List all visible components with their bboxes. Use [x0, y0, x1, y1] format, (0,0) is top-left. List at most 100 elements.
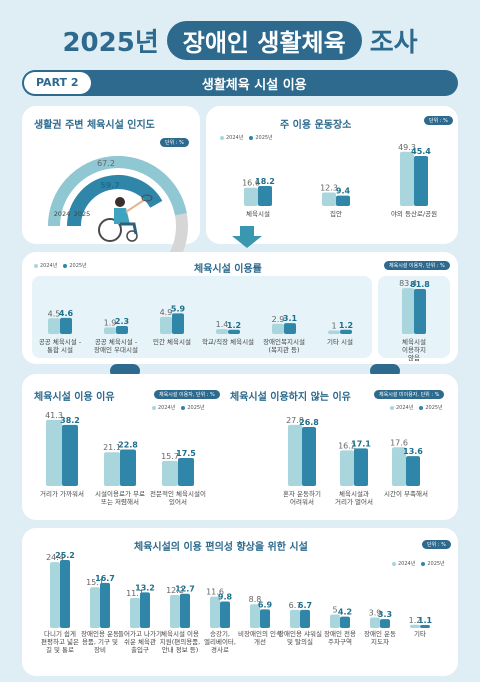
improve-label-2-line-1: 쉬운 체육관: [124, 637, 156, 646]
legend-2025: 2025년: [181, 404, 205, 411]
legend-2024: 2024년: [390, 404, 413, 411]
improve-bar-8-1: [380, 619, 390, 628]
nonuse-label-line-0: 체육시설: [402, 338, 426, 346]
awareness-label-2025: 2025: [74, 210, 91, 218]
place-value-2-1: 45.4: [411, 147, 431, 156]
improve-bar-7-1: [340, 616, 350, 628]
legend-2025: 2025년: [421, 560, 445, 567]
use-label-4-line-0: 장애인복지시설: [263, 337, 305, 346]
legend-2025: 2025년: [419, 404, 443, 411]
improve-value-2-0: 11.1: [126, 589, 144, 598]
improve-bar-4-1: [220, 601, 230, 628]
use-reason-label-1-line-0: 시설이용료가 무료: [95, 489, 145, 498]
use-bar-4-0: [272, 323, 284, 334]
place-bar-2-0: [400, 151, 414, 206]
improve-value-5-1: 6.9: [258, 600, 273, 609]
use-label-1-line-1: 장애인 우대시설: [94, 345, 138, 354]
improve-bar-5-1: [260, 609, 270, 628]
use-bar-0-1: [60, 317, 72, 334]
improve-label-2-line-0: 들어가고 나가기: [118, 629, 162, 638]
use-reason-value-1-0: 21.1: [103, 443, 121, 452]
use-reason-bar-1-1: [120, 449, 136, 486]
part-title: 생활체육 시설 이용: [201, 77, 307, 93]
improve-value-9-1: 1.1: [418, 616, 433, 625]
improve-bar-1-1: [100, 582, 110, 628]
improve-bar-6-1: [300, 609, 310, 628]
use-bar-1-0: [104, 327, 116, 334]
use-value-4-1: 3.1: [283, 314, 298, 323]
card-facility-use: 2024년 2025년 체육시설 이용률 체육시설 이용자, 단위 : % 4.…: [22, 252, 458, 364]
improve-label-6-line-1: 및 탈의실: [287, 637, 313, 646]
improve-label-7-line-0: 장애인 전용: [324, 629, 356, 638]
title-suffix: 조사: [369, 27, 418, 58]
improve-bar-0-0: [50, 562, 60, 628]
nonuse-reason-label-1-line-1: 거리가 멀어서: [335, 497, 373, 506]
improvement-title: 체육시설의 이용 편의성 향상을 위한 시설: [134, 542, 308, 553]
use-label-0-line-1: 통합 시설: [47, 345, 73, 354]
main-place-unit: 단위 : %: [424, 116, 453, 125]
legend-2024: 2024년: [220, 134, 243, 141]
place-bar-1-1: [336, 195, 350, 206]
nonuse-reason-bar-2-1: [406, 456, 420, 486]
card-improvement: 체육시설의 이용 편의성 향상을 위한 시설 단위 : % 2024년 2025…: [22, 528, 458, 676]
facility-use-title: 체육시설 이용률: [194, 264, 262, 275]
place-bar-0-0: [244, 187, 258, 206]
awareness-value-2024: 59.7: [100, 181, 120, 190]
place-value-0-1: 18.2: [255, 177, 275, 186]
improve-label-0-line-1: 편평하고 넓은: [41, 637, 79, 646]
use-reason-bar-1-0: [104, 452, 120, 486]
nonuse-label-line-1: 이용하지: [402, 345, 426, 354]
improve-bar-1-0: [90, 587, 100, 628]
improve-bar-6-0: [290, 609, 300, 628]
nonuse-reason-bar-0-1: [302, 427, 316, 486]
improve-bar-3-1: [180, 593, 190, 628]
improve-label-9-line-0: 기타: [414, 629, 426, 638]
improve-label-5-line-0: 비장애인의 인식: [238, 629, 282, 638]
place-value-2-0: 49.3: [398, 143, 416, 152]
nonuse-reason-label-0-line-1: 어려워서: [290, 497, 314, 506]
improve-label-0-line-2: 길 및 통로: [46, 646, 74, 654]
improve-value-7-1: 4.2: [338, 608, 352, 617]
improve-value-0-1: 25.2: [55, 551, 75, 560]
improve-label-1-line-1: 용품, 기구 및: [82, 637, 118, 646]
place-value-1-0: 12.3: [320, 183, 338, 192]
use-value-0-1: 4.6: [59, 309, 74, 318]
use-value-0-0: 4.5: [48, 309, 61, 318]
nonuse-value-0: 83.4: [399, 279, 417, 288]
main-place-chart: 16.618.2 체육시설 12.39.4 집안 49.345.4 야외 등산로/공원: [242, 143, 437, 218]
improve-label-1-line-2: 장비: [94, 645, 106, 654]
nonuse-reason-value-2-1: 13.6: [403, 447, 423, 456]
nonuse-reason-label-1-line-0: 체육시설과: [339, 489, 369, 498]
use-label-1-line-0: 공공 체육시설 -: [95, 338, 138, 346]
use-reason-value-2-0: 15.7: [161, 452, 179, 461]
nonuse-bar-1: [414, 289, 426, 334]
use-bar-1-1: [116, 325, 128, 334]
improve-label-8-line-1: 지도자: [371, 637, 389, 646]
nonuse-reason-value-1-0: 16.2: [338, 441, 356, 450]
nonuse-reason-value-0-1: 26.8: [299, 418, 319, 427]
improvement-legend: 2024년 2025년: [392, 560, 445, 567]
improve-bar-2-0: [130, 598, 140, 628]
improve-value-5-0: 8.8: [249, 595, 262, 604]
awareness-label-2024: 2024: [54, 210, 71, 218]
use-label-2-line-0: 민간 체육시설: [153, 337, 191, 346]
page-title: 2025년 장애인 생활체육 조사: [0, 18, 480, 62]
title-pill: 장애인 생활체육: [166, 20, 362, 60]
use-reason-bar-0-0: [46, 419, 62, 486]
improve-value-0-0: 24.4: [46, 553, 64, 562]
place-label-1-line-0: 집안: [330, 209, 342, 218]
use-bar-3-1: [228, 329, 240, 334]
legend-2024: 2024년: [152, 404, 175, 411]
part-banner: PART 2 생활체육 시설 이용: [22, 70, 458, 96]
nonuse-reason-value-1-1: 17.1: [351, 439, 371, 448]
awareness-unit: 단위 : %: [160, 138, 189, 147]
use-reason-bar-2-0: [162, 460, 178, 486]
use-bar-5-0: [328, 330, 340, 334]
use-reason-label-2-line-1: 있어서: [169, 497, 187, 506]
awareness-title: 생활권 주변 체육시설 인지도: [34, 120, 155, 131]
legend-2024: 2024년: [392, 560, 415, 567]
improve-value-4-1: 9.8: [218, 593, 233, 602]
use-bar-0-0: [48, 318, 60, 334]
nonuse-reason-value-2-0: 17.6: [390, 438, 408, 447]
